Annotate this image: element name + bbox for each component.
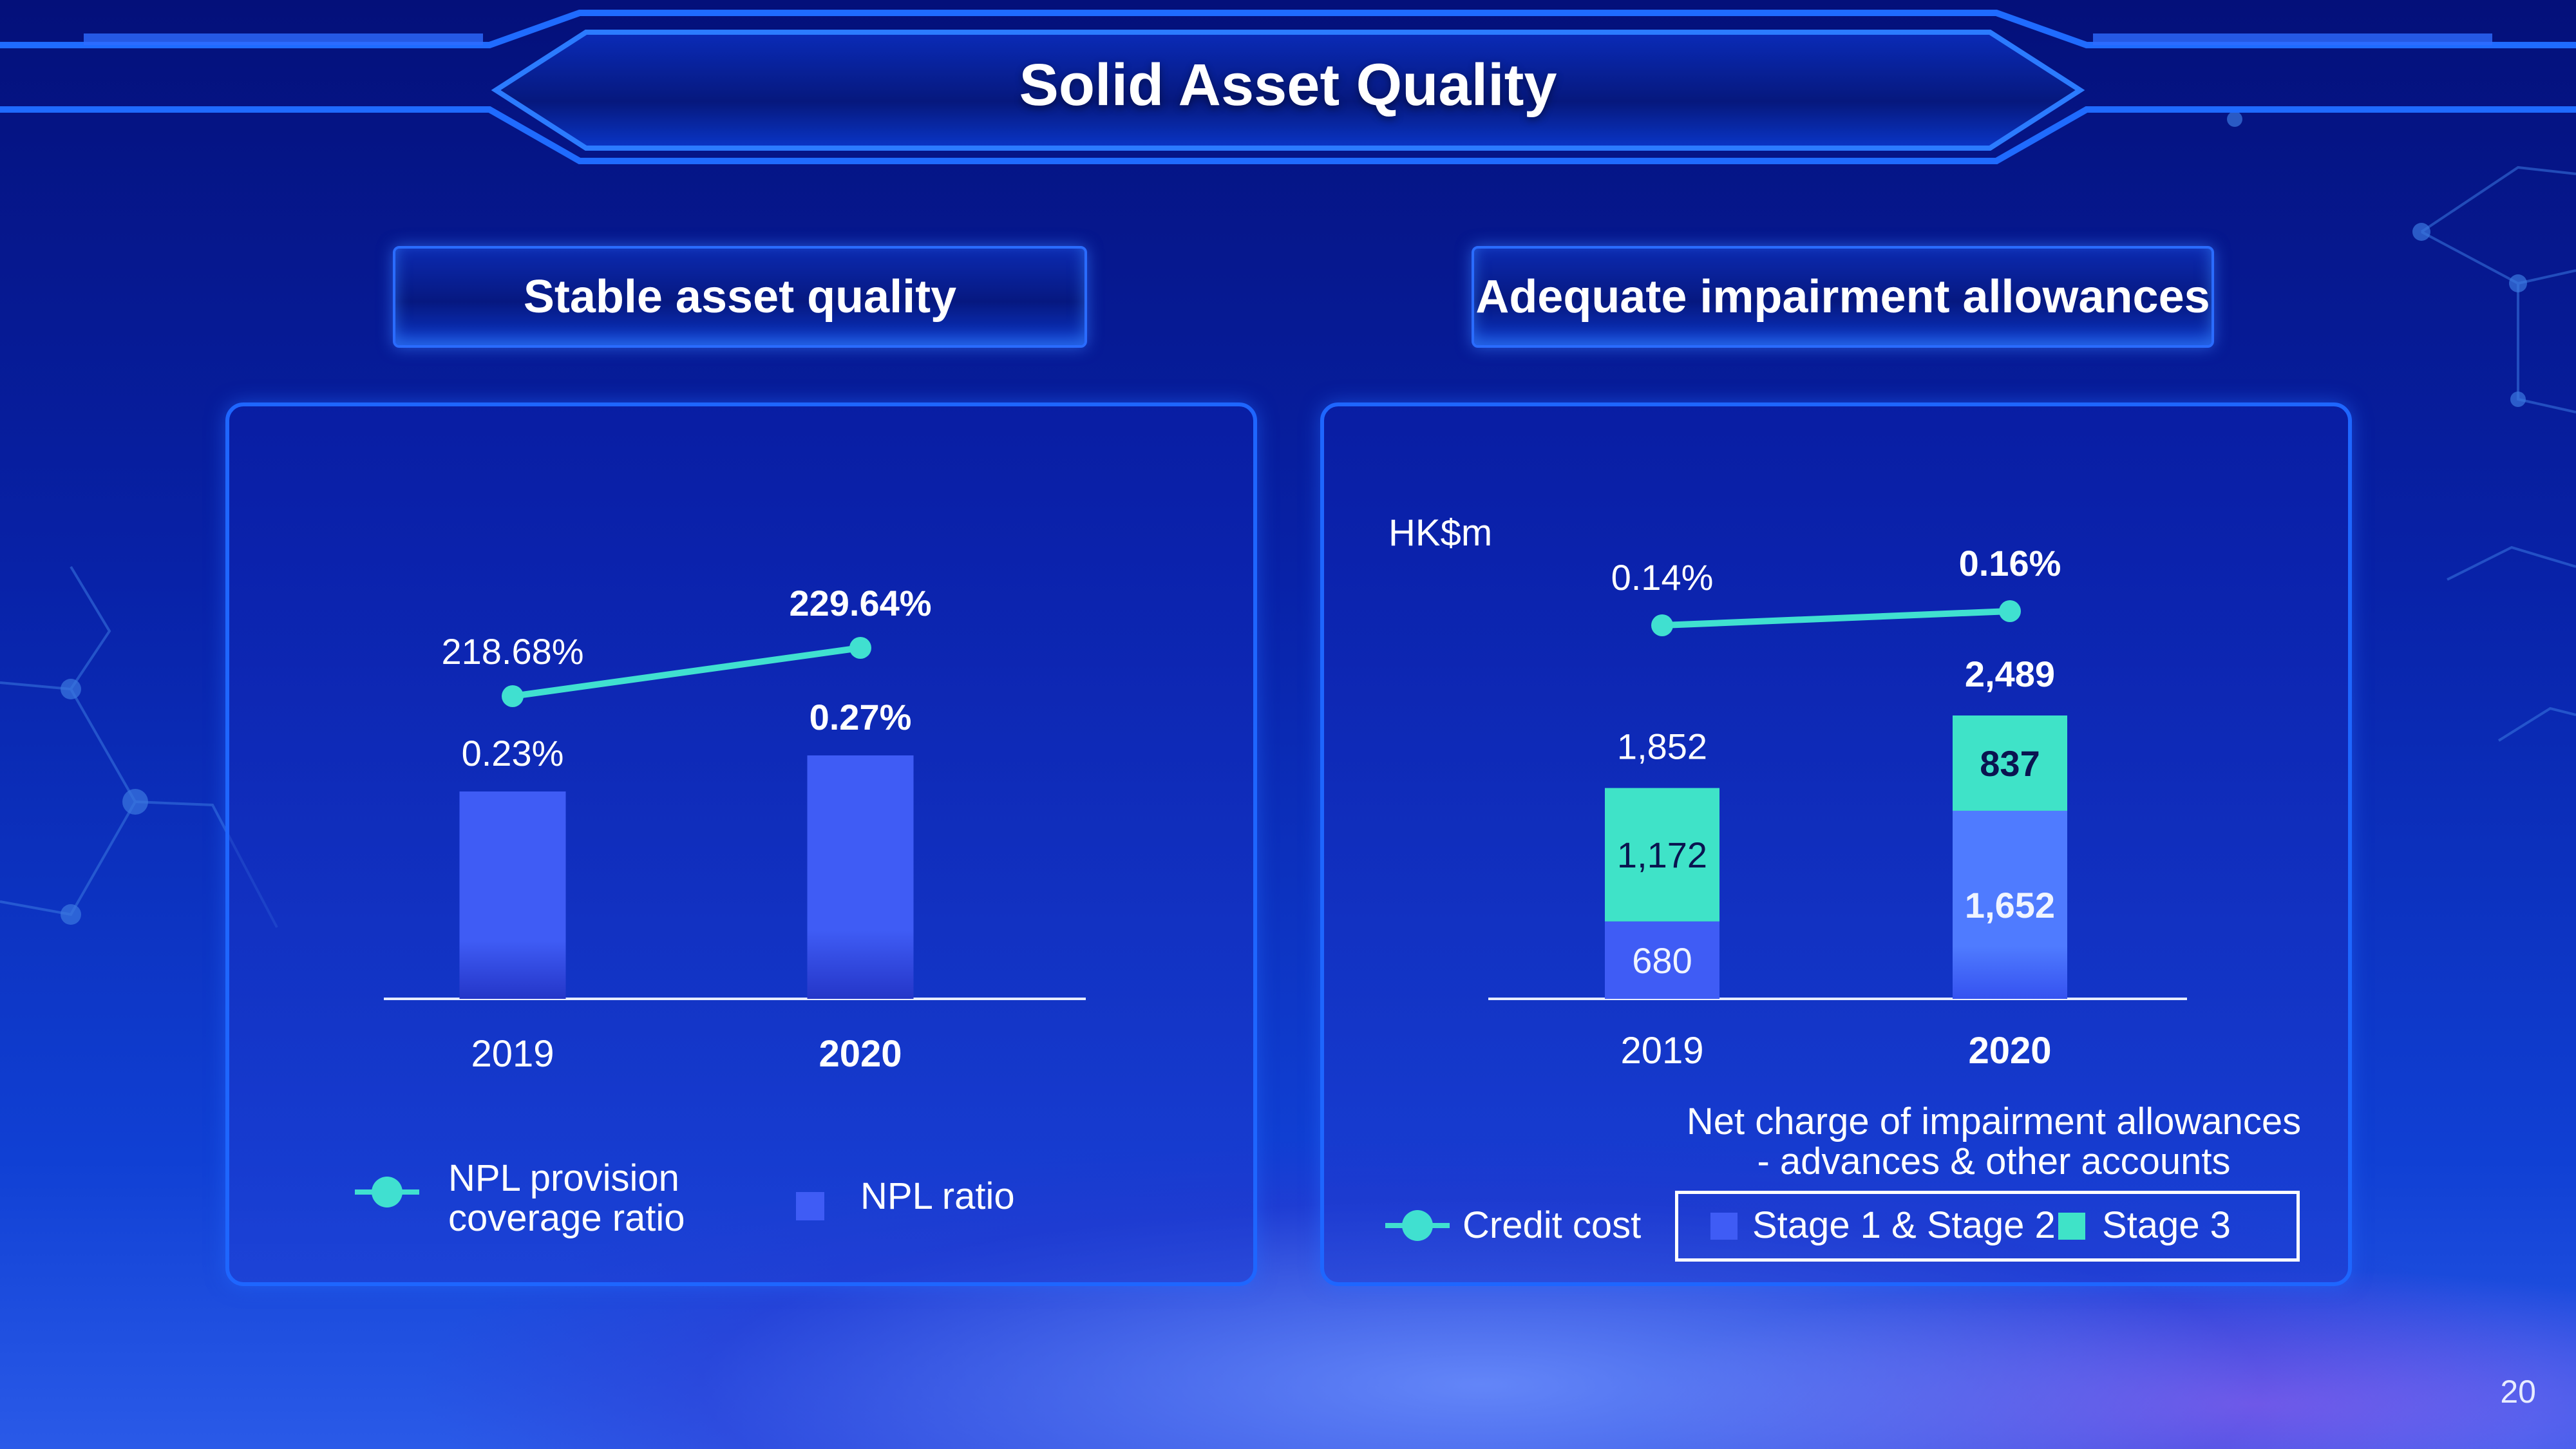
legend-stage3: Stage 3 bbox=[2102, 1204, 2231, 1246]
page-title: Solid Asset Quality bbox=[1019, 52, 1557, 118]
bar-stage3 bbox=[1605, 788, 1719, 922]
impairment-chart: 680 1,172 1,852 2019 1,652 837 2,489 2020 0.14% 0… bbox=[1488, 543, 2187, 1072]
coverage-point bbox=[849, 637, 871, 659]
coverage-data-label: 218.68% bbox=[441, 631, 583, 672]
page-number: 20 bbox=[2500, 1374, 2536, 1410]
bar-npl-ratio bbox=[459, 791, 566, 999]
stage12-data-label: 1,652 bbox=[1965, 885, 2055, 925]
legend-npl-ratio: NPL ratio bbox=[860, 1175, 1015, 1217]
credit-cost-data-label: 0.14% bbox=[1611, 557, 1714, 598]
left-chart-panel: 0.23% 2019 0.27% 2020 218.68% 229.64% NPL pro… bbox=[225, 402, 1257, 1286]
section-title-right: Adequate impairment allowances bbox=[1472, 246, 2214, 348]
x-tick-label: 2020 bbox=[819, 1033, 902, 1075]
legend-stage3-swatch bbox=[2058, 1213, 2085, 1240]
title-band bbox=[0, 10, 2576, 164]
credit-cost-point bbox=[1651, 614, 1673, 636]
stage12-data-label: 680 bbox=[1632, 940, 1692, 981]
legend-credit-cost: Credit cost bbox=[1463, 1204, 1642, 1246]
bar-stage3 bbox=[1953, 715, 2067, 811]
right-chart-panel: 680 1,172 1,852 2019 1,652 837 2,489 2020 0.14% 0… bbox=[1320, 402, 2352, 1286]
bar-data-label: 0.23% bbox=[462, 733, 564, 773]
legend-line-marker bbox=[355, 1177, 419, 1208]
legend-stage12-swatch bbox=[1710, 1213, 1738, 1240]
chart-note: Net charge of impairment allowances - ad… bbox=[1686, 1101, 2302, 1182]
legend-bar-swatch bbox=[796, 1192, 824, 1220]
legend-credit-cost-marker bbox=[1385, 1210, 1450, 1241]
x-tick-label: 2020 bbox=[1968, 1030, 2051, 1072]
bar-stage12 bbox=[1953, 810, 2067, 999]
bar-stage12 bbox=[1605, 921, 1719, 999]
legend-stages-box bbox=[1675, 1191, 2300, 1262]
x-tick-label: 2019 bbox=[1620, 1030, 1703, 1072]
stage3-data-label: 837 bbox=[1980, 743, 2040, 784]
total-data-label: 2,489 bbox=[1965, 654, 2055, 694]
stage3-data-label: 1,172 bbox=[1617, 835, 1707, 875]
coverage-line bbox=[512, 645, 861, 699]
coverage-data-label: 229.64% bbox=[789, 583, 931, 623]
credit-cost-data-label: 0.16% bbox=[1959, 543, 2061, 583]
unit-label: HK$m bbox=[1388, 512, 1493, 554]
bar-npl-ratio bbox=[807, 755, 914, 999]
bar-data-label: 0.27% bbox=[810, 697, 912, 737]
legend-npl-coverage: NPL provision coverage ratio bbox=[448, 1157, 685, 1239]
coverage-point bbox=[502, 685, 524, 707]
legend-stage12: Stage 1 & Stage 2 bbox=[1752, 1204, 2056, 1246]
credit-cost-point bbox=[1999, 600, 2021, 622]
section-title-left: Stable asset quality bbox=[393, 246, 1087, 348]
x-tick-label: 2019 bbox=[471, 1033, 554, 1075]
npl-chart: 0.23% 2019 0.27% 2020 218.68% 229.64% bbox=[384, 583, 1086, 1075]
total-data-label: 1,852 bbox=[1617, 726, 1707, 767]
credit-cost-line bbox=[1662, 608, 2011, 629]
